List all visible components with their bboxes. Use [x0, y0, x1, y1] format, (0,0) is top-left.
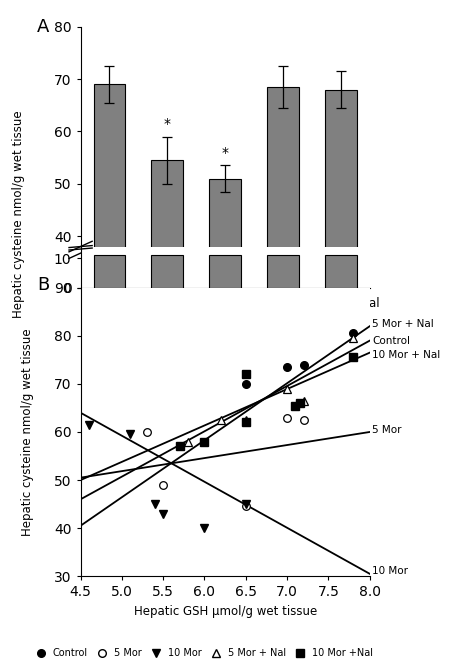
Bar: [151, 255, 183, 288]
Bar: [325, 255, 357, 288]
Text: 5 Mor + Nal: 5 Mor + Nal: [372, 319, 434, 329]
Text: Control: Control: [372, 336, 410, 346]
Text: Hepatic cysteine nmol/g wet tissue: Hepatic cysteine nmol/g wet tissue: [12, 111, 26, 318]
Bar: [325, 90, 357, 446]
Text: B: B: [37, 276, 49, 294]
Y-axis label: Hepatic cysteine nmol/g wet tissue: Hepatic cysteine nmol/g wet tissue: [21, 328, 34, 536]
X-axis label: Hepatic GSH μmol/g wet tissue: Hepatic GSH μmol/g wet tissue: [134, 605, 317, 618]
Bar: [267, 255, 299, 288]
Text: A: A: [37, 18, 50, 36]
Text: *: *: [222, 146, 228, 160]
Text: 5 Mor: 5 Mor: [372, 425, 401, 435]
Bar: [267, 87, 299, 446]
Bar: [209, 255, 241, 288]
Bar: [209, 178, 241, 446]
Bar: [93, 255, 126, 288]
Legend: Control, 5 Mor, 10 Mor, 5 Mor + Nal, 10 Mor +Nal: Control, 5 Mor, 10 Mor, 5 Mor + Nal, 10 …: [27, 645, 377, 662]
Bar: [151, 160, 183, 446]
Text: *: *: [164, 117, 171, 131]
Text: 10 Mor + Nal: 10 Mor + Nal: [372, 350, 440, 360]
Text: 10 Mor: 10 Mor: [372, 566, 408, 576]
Bar: [93, 84, 126, 446]
